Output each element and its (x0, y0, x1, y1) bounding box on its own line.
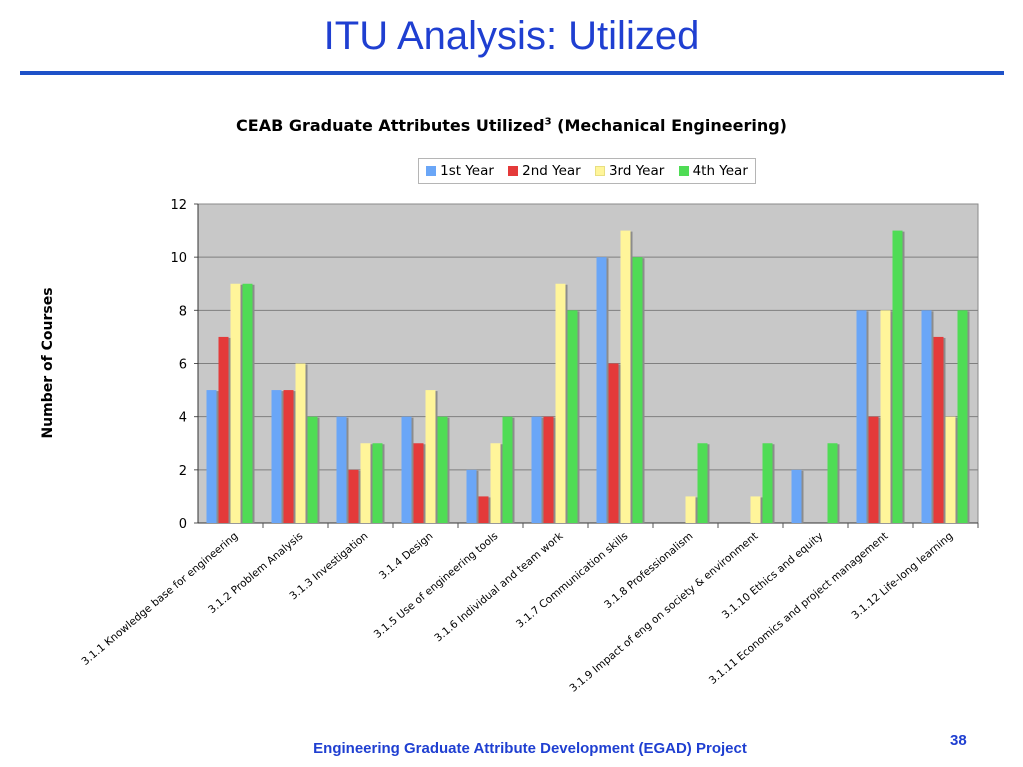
slide-title: ITU Analysis: Utilized (323, 14, 700, 58)
bar (856, 310, 867, 523)
bar (242, 283, 253, 523)
legend-label: 4th Year (692, 163, 748, 179)
bar (596, 257, 607, 523)
footer-text: Engineering Graduate Attribute Developme… (313, 740, 747, 757)
bar (620, 230, 631, 524)
bar (921, 310, 932, 523)
y-tick-label: 6 (179, 358, 187, 373)
bar (360, 443, 371, 523)
y-tick-label: 12 (170, 198, 187, 213)
bar (750, 496, 761, 523)
bar (827, 443, 838, 523)
chart-legend: 1st Year 2nd Year 3rd Year 4th Year (418, 158, 756, 184)
legend-item-2nd-year: 2nd Year (508, 163, 581, 179)
bar (892, 230, 903, 524)
bar (697, 443, 708, 523)
y-tick-label: 0 (179, 517, 187, 532)
legend-item-3rd-year: 3rd Year (594, 163, 665, 179)
chart-title: CEAB Graduate Attributes Utilized3 (Mech… (0, 116, 1023, 135)
bar (425, 390, 436, 523)
bar (608, 363, 619, 523)
bar (401, 416, 412, 523)
legend-swatch (508, 166, 519, 176)
page-number: 38 (950, 732, 967, 749)
bar (543, 416, 554, 523)
title-divider (20, 71, 1004, 75)
bar (307, 416, 318, 523)
legend-swatch (594, 166, 605, 176)
bar (413, 443, 424, 523)
x-tick-label: 3.1.6 Individual and team work (432, 530, 566, 645)
legend-item-4th-year: 4th Year (678, 163, 748, 179)
bar (466, 469, 477, 523)
bar (957, 310, 968, 523)
bar (502, 416, 513, 523)
bar (271, 390, 282, 523)
bar (791, 469, 802, 523)
x-tick-label: 3.1.4 Design (377, 530, 436, 582)
bar (632, 257, 643, 523)
chart-title-suffix: (Mechanical Engineering) (557, 116, 787, 135)
legend-label: 2nd Year (522, 163, 581, 179)
bar (478, 496, 489, 523)
bar (933, 336, 944, 523)
x-tick-label: 3.1.5 Use of engineering tools (372, 530, 501, 641)
x-tick-label: 3.1.7 Communication skills (514, 530, 630, 630)
y-tick-label: 10 (170, 251, 187, 266)
bar (336, 416, 347, 523)
bar (531, 416, 542, 523)
bar (218, 336, 229, 523)
bar (295, 363, 306, 523)
bar (283, 390, 294, 523)
bar (206, 390, 217, 523)
bar (490, 443, 501, 523)
y-tick-label: 2 (179, 464, 187, 479)
bar (230, 283, 241, 523)
y-tick-label: 8 (179, 304, 187, 319)
legend-label: 1st Year (440, 163, 494, 179)
bar (868, 416, 879, 523)
bar (945, 416, 956, 523)
bar (567, 310, 578, 523)
legend-swatch (426, 166, 437, 176)
legend-item-1st-year: 1st Year (426, 163, 494, 179)
chart-title-superscript: 3 (544, 116, 552, 128)
bar (880, 310, 891, 523)
legend-label: 3rd Year (608, 163, 665, 179)
bar (555, 283, 566, 523)
legend-swatch (678, 166, 689, 176)
chart-title-main: CEAB Graduate Attributes Utilized (236, 116, 545, 135)
bar (372, 443, 383, 523)
bar (437, 416, 448, 523)
bar (685, 496, 696, 523)
bar (762, 443, 773, 523)
y-tick-label: 4 (179, 411, 187, 426)
bar (348, 469, 359, 523)
